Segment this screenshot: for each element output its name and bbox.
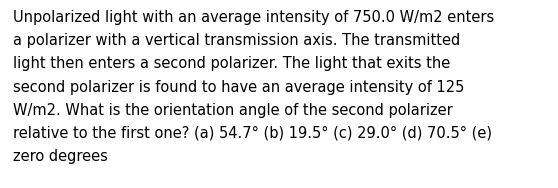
Text: zero degrees: zero degrees <box>13 149 108 164</box>
Text: relative to the first one? (a) 54.7° (b) 19.5° (c) 29.0° (d) 70.5° (e): relative to the first one? (a) 54.7° (b)… <box>13 126 492 141</box>
Text: W/m2. What is the orientation angle of the second polarizer: W/m2. What is the orientation angle of t… <box>13 103 453 118</box>
Text: a polarizer with a vertical transmission axis. The transmitted: a polarizer with a vertical transmission… <box>13 33 460 48</box>
Text: Unpolarized light with an average intensity of 750.0 W/m2 enters: Unpolarized light with an average intens… <box>13 10 494 25</box>
Text: light then enters a second polarizer. The light that exits the: light then enters a second polarizer. Th… <box>13 56 450 71</box>
Text: second polarizer is found to have an average intensity of 125: second polarizer is found to have an ave… <box>13 80 464 95</box>
